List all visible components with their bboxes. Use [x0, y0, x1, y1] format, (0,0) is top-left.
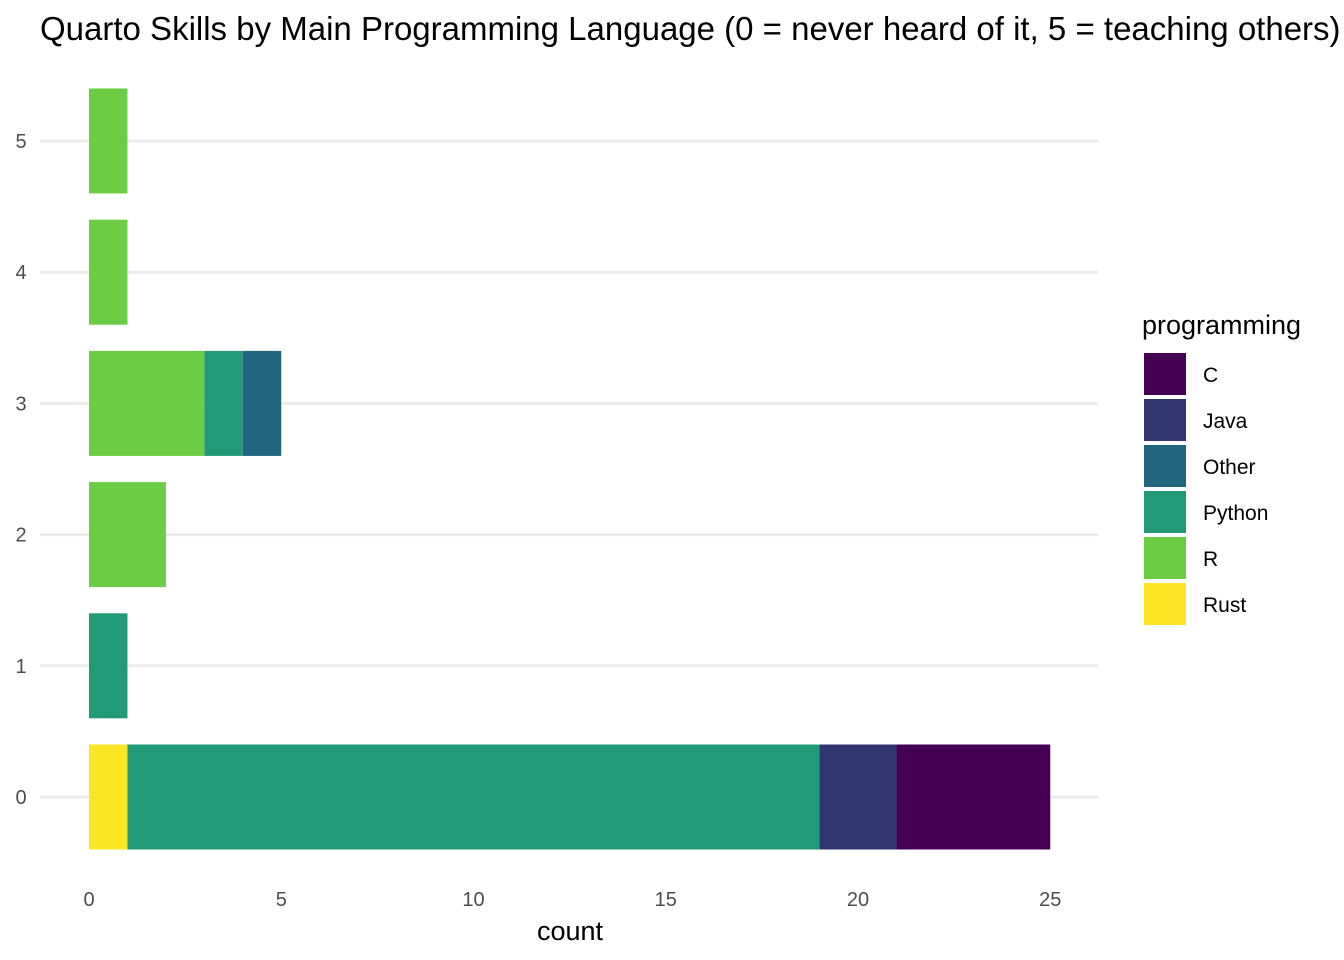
x-tick-label: 25: [1039, 889, 1061, 911]
y-tick-label: 4: [15, 262, 26, 284]
legend-label-r: R: [1203, 548, 1218, 571]
legend-swatch-other: [1144, 445, 1186, 487]
legend: programming C Java Other Python R Rust: [1142, 310, 1301, 625]
bar-rust-0: [89, 744, 128, 850]
legend-label-rust: Rust: [1203, 594, 1246, 617]
gridlines: [40, 139, 1098, 799]
x-tick-label: 5: [276, 889, 287, 911]
y-tick-label: 0: [15, 787, 26, 809]
x-tick-label: 10: [462, 889, 484, 911]
legend-label-c: C: [1203, 364, 1218, 387]
legend-swatch-c: [1144, 353, 1186, 395]
y-tick-label: 3: [15, 393, 26, 415]
bar-java-0: [819, 744, 897, 850]
y-tick-label: 2: [15, 525, 26, 547]
y-tick-label: 1: [15, 656, 26, 678]
bar-python-0: [127, 744, 820, 850]
legend-swatch-r: [1144, 537, 1186, 579]
legend-swatch-java: [1144, 399, 1186, 441]
legend-label-other: Other: [1203, 456, 1256, 479]
legend-items: C Java Other Python R Rust: [1144, 353, 1268, 625]
x-tick-labels: 0 5 10 15 20 25: [83, 889, 1061, 911]
legend-label-java: Java: [1203, 410, 1248, 433]
x-tick-label: 20: [847, 889, 869, 911]
legend-swatch-rust: [1144, 583, 1186, 625]
bar-r-4: [89, 219, 128, 325]
x-tick-label: 0: [83, 889, 94, 911]
x-tick-label: 15: [655, 889, 677, 911]
bar-other-3: [242, 350, 282, 456]
y-tick-labels: 0 1 2 3 4 5: [15, 131, 26, 809]
bar-r-2: [89, 482, 166, 588]
y-tick-label: 5: [15, 131, 26, 153]
legend-swatch-python: [1144, 491, 1186, 533]
chart-title: Quarto Skills by Main Programming Langua…: [40, 10, 1341, 47]
bar-c-0: [896, 744, 1051, 850]
bar-python-1: [89, 613, 128, 719]
bar-r-5: [89, 88, 128, 194]
legend-title: programming: [1142, 310, 1301, 340]
bars: [89, 88, 1051, 850]
bar-python-3: [204, 350, 243, 456]
bar-r-3: [89, 350, 205, 456]
x-axis-title: count: [537, 916, 604, 946]
legend-label-python: Python: [1203, 502, 1268, 525]
